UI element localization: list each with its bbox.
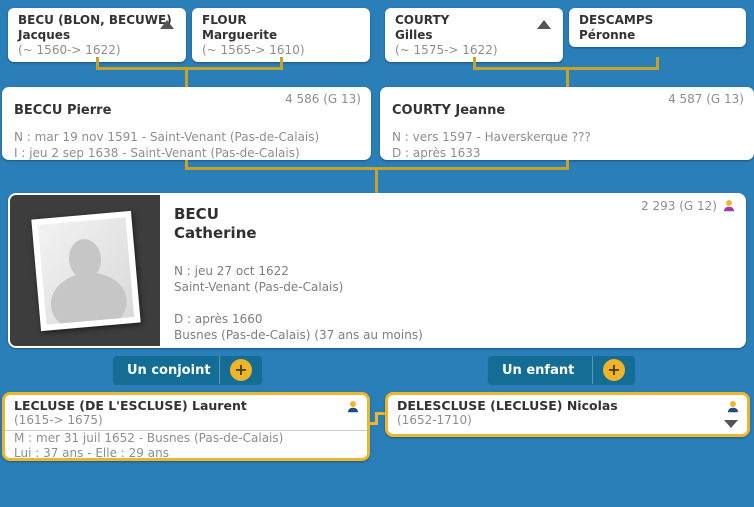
parent-birth-line: N : mar 19 nov 1591 - Saint-Venant (Pas-… [14,130,320,144]
ancestor-dates: (~ 1575-> 1622) [395,43,498,57]
button-divider [219,356,220,384]
plus-icon[interactable]: + [603,359,625,381]
spouse-dates: (1615-> 1675) [14,413,103,427]
photo-placeholder[interactable] [10,195,160,346]
connector-line [185,160,188,170]
connector-line [370,422,378,425]
spouse-card[interactable]: LECLUSE (DE L'ESCLUSE) Laurent (1615-> 1… [2,392,370,461]
ancestor-card-courty-gilles[interactable]: COURTY Gilles (~ 1575-> 1622) [385,8,563,62]
connector-line [565,70,569,87]
death-place: Busnes (Pas-de-Calais) (37 ans au moins) [174,328,423,342]
polaroid-frame [31,210,141,332]
ancestor-card-becu-jacques[interactable]: BECU (BLON, BECUWE) Jacques (~ 1560-> 16… [8,8,186,62]
ancestor-given-name: Gilles [395,28,433,42]
connector-line [95,57,99,70]
silhouette-icon [37,217,135,325]
expand-ancestors-up-icon[interactable] [160,20,174,29]
ancestor-card-descamps-peronne[interactable]: DESCAMPS Péronne [569,8,746,47]
birth-place: Saint-Venant (Pas-de-Calais) [174,280,344,294]
divider [5,430,367,431]
ancestor-surname: BECU (BLON, BECUWE) [18,13,172,27]
sosa-person-icon [724,200,734,212]
ref-number: 4 587 (G 13) [668,92,744,106]
parent-name: BECCU Pierre [14,103,112,118]
person-surname: BECU [174,205,219,223]
chevron-down-icon[interactable] [724,420,738,428]
person-name: BECU Catherine [174,205,257,243]
marriage-ages: Lui : 37 ans - Elle : 29 ans [14,446,169,460]
connector-line [279,57,283,70]
parent-card-mother[interactable]: 4 587 (G 13) COURTY Jeanne N : vers 1597… [380,87,754,160]
person-given-name: Catherine [174,224,257,242]
button-divider [592,356,593,384]
parent-birth-line: N : vers 1597 - Haverskerque ??? [392,130,591,144]
connector-line [472,57,476,70]
death-date: D : après 1660 [174,312,263,326]
birth-date: N : jeu 27 oct 1622 [174,264,289,278]
ref-number: 2 293 (G 12) [641,199,736,213]
connector-line [374,170,378,193]
add-child-label: Un enfant [502,362,575,378]
ancestor-given-name: Péronne [579,28,636,42]
ancestor-surname: COURTY [395,13,450,27]
connector-line [656,57,659,70]
plus-icon[interactable]: + [230,359,252,381]
connector-line [185,70,188,87]
connector-line [95,67,283,70]
connector-line [375,412,385,415]
ancestor-given-name: Marguerite [202,28,278,42]
connector-line [472,67,659,70]
parent-burial-line: I : jeu 2 sep 1638 - Saint-Venant (Pas-d… [14,146,300,160]
ancestor-given-name: Jacques [18,28,71,42]
child-card[interactable]: DELESCLUSE (LECLUSE) Nicolas (1652-1710) [385,392,750,437]
male-person-icon [348,401,358,413]
connector-line [375,412,378,425]
expand-ancestors-up-icon[interactable] [537,20,551,29]
person-birth-info: N : jeu 27 oct 1622 Saint-Venant (Pas-de… [174,263,343,295]
add-spouse-label: Un conjoint [127,362,211,378]
parent-name: COURTY Jeanne [392,103,506,118]
ancestor-surname: FLOUR [202,13,247,27]
parent-death-line: D : après 1633 [392,146,481,160]
add-child-button[interactable]: Un enfant + [488,356,635,384]
marriage-info: M : mer 31 juil 1652 - Busnes (Pas-de-Ca… [14,431,284,445]
child-dates: (1652-1710) [397,413,472,427]
ancestor-dates: (~ 1565-> 1610) [202,43,305,57]
ref-number-text: 2 293 (G 12) [641,199,717,213]
connector-line [185,167,569,170]
ancestor-dates: (~ 1560-> 1622) [18,43,121,57]
ancestor-surname: DESCAMPS [579,13,654,27]
add-spouse-button[interactable]: Un conjoint + [113,356,262,384]
connector-line [565,160,569,170]
parent-card-father[interactable]: 4 586 (G 13) BECCU Pierre N : mar 19 nov… [2,87,371,160]
child-name: DELESCLUSE (LECLUSE) Nicolas [397,398,618,413]
spouse-name: LECLUSE (DE L'ESCLUSE) Laurent [14,398,247,413]
person-death-info: D : après 1660 Busnes (Pas-de-Calais) (3… [174,311,423,343]
male-person-icon [728,401,738,413]
person-card-main: 2 293 (G 12) BECU Catherine N : jeu 27 o… [8,193,746,348]
ref-number: 4 586 (G 13) [285,92,361,106]
ancestor-card-flour-marguerite[interactable]: FLOUR Marguerite (~ 1565-> 1610) [192,8,370,62]
